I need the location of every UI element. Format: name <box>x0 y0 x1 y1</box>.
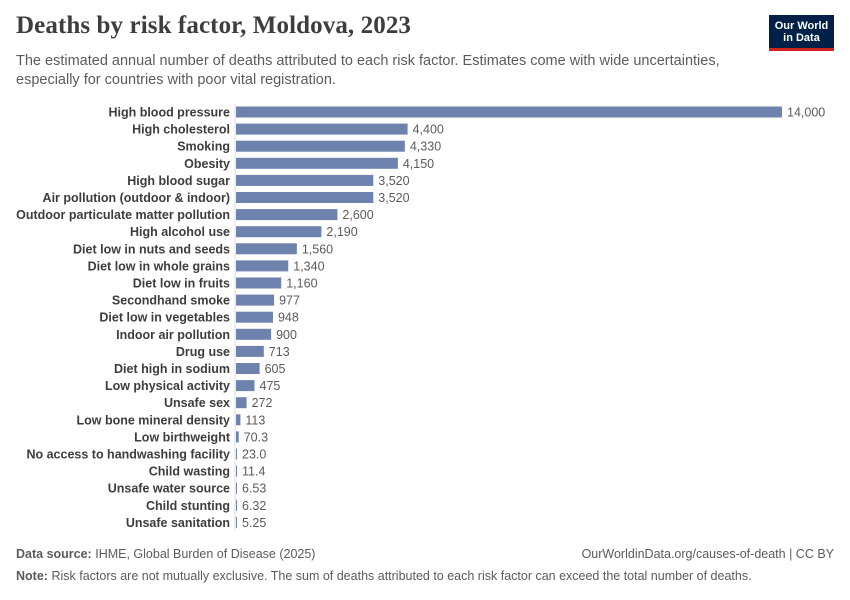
value-label: 605 <box>265 362 286 376</box>
category-label: Outdoor particulate matter pollution <box>16 208 230 222</box>
category-label: High blood sugar <box>127 174 230 188</box>
value-label: 6.53 <box>242 482 266 496</box>
bar[interactable] <box>236 311 273 323</box>
category-label: Unsafe water source <box>108 482 230 496</box>
value-label: 6.32 <box>242 499 266 513</box>
category-label: Child wasting <box>149 465 230 479</box>
chart-subtitle: The estimated annual number of deaths at… <box>16 53 720 88</box>
bar[interactable] <box>236 380 255 392</box>
value-label: 5.25 <box>242 516 266 530</box>
category-label: High blood pressure <box>108 106 230 120</box>
category-label: Diet low in whole grains <box>88 259 230 273</box>
logo-line-2: in Data <box>783 32 820 44</box>
category-label: Diet low in nuts and seeds <box>73 242 230 256</box>
value-label: 1,160 <box>286 277 317 291</box>
source-label: Data source: <box>16 547 92 561</box>
value-label: 272 <box>252 396 273 410</box>
value-label: 900 <box>276 328 297 342</box>
footer-url[interactable]: OurWorldinData.org/causes-of-death | CC … <box>581 547 834 561</box>
bar[interactable] <box>236 516 237 528</box>
category-label: Smoking <box>177 140 230 154</box>
value-label: 2,600 <box>342 208 373 222</box>
bar[interactable] <box>236 123 408 135</box>
value-label: 1,340 <box>293 259 324 273</box>
logo-line-1: Our World <box>774 20 829 32</box>
chart-title: Deaths by risk factor, Moldova, 2023 <box>16 12 412 39</box>
bar-chart: High blood pressure 14,000 High cholestero… <box>16 104 825 531</box>
category-label: Diet low in vegetables <box>99 311 230 325</box>
category-label: Drug use <box>176 345 230 359</box>
category-label: High alcohol use <box>130 225 230 239</box>
category-label: Low bone mineral density <box>77 413 231 427</box>
value-label: 1,560 <box>302 242 333 256</box>
source-text[interactable]: IHME, Global Burden of Disease (2025) <box>95 547 316 561</box>
value-label: 4,330 <box>410 140 441 154</box>
value-label: 70.3 <box>244 430 268 444</box>
category-label: Diet low in fruits <box>133 277 230 291</box>
bar[interactable] <box>236 397 247 409</box>
bar[interactable] <box>236 499 237 511</box>
category-label: Unsafe sex <box>164 396 230 410</box>
bar[interactable] <box>236 209 338 221</box>
bar[interactable] <box>236 226 322 238</box>
owid-logo[interactable]: Our World in Data <box>769 15 834 51</box>
value-label: 23.0 <box>242 448 266 462</box>
bar[interactable] <box>236 345 264 357</box>
value-label: 713 <box>269 345 290 359</box>
bar[interactable] <box>236 465 237 477</box>
category-label: Child stunting <box>146 499 230 513</box>
value-label: 475 <box>260 379 281 393</box>
value-label: 977 <box>279 294 300 308</box>
bar[interactable] <box>236 157 398 169</box>
category-label: Unsafe sanitation <box>126 516 230 530</box>
value-label: 4,150 <box>403 157 434 171</box>
bar[interactable] <box>236 431 239 443</box>
bar[interactable] <box>236 192 374 203</box>
note-text: Risk factors are not mutually exclusive.… <box>51 569 752 583</box>
category-label: Secondhand smoke <box>112 294 230 308</box>
bar[interactable] <box>236 414 241 426</box>
value-label: 11.4 <box>242 465 265 479</box>
category-label: Air pollution (outdoor & indoor) <box>43 191 230 205</box>
bar[interactable] <box>236 448 237 460</box>
category-label: High cholesterol <box>132 123 230 137</box>
category-label: Indoor air pollution <box>116 328 230 342</box>
bar[interactable] <box>236 277 282 289</box>
footer-note: Note: Risk factors are not mutually excl… <box>16 569 752 583</box>
footer-source-row: Data source: IHME, Global Burden of Dise… <box>16 547 834 561</box>
value-label: 2,190 <box>326 225 357 239</box>
value-label: 4,400 <box>413 123 444 137</box>
bar[interactable] <box>236 363 260 374</box>
bar[interactable] <box>236 260 289 272</box>
category-label: Obesity <box>184 157 230 171</box>
value-label: 3,520 <box>378 191 409 205</box>
bar[interactable] <box>236 294 275 306</box>
category-label: Low birthweight <box>134 430 231 444</box>
bar[interactable] <box>236 482 237 494</box>
bar[interactable] <box>236 328 272 340</box>
category-label: Diet high in sodium <box>114 362 230 376</box>
value-label: 948 <box>278 311 299 325</box>
value-label: 14,000 <box>787 106 825 120</box>
value-label: 113 <box>245 413 265 427</box>
value-label: 3,520 <box>378 174 409 188</box>
category-label: No access to handwashing facility <box>26 448 230 462</box>
category-label: Low physical activity <box>105 379 230 393</box>
bar[interactable] <box>236 106 782 118</box>
bar[interactable] <box>236 174 374 186</box>
bar[interactable] <box>236 140 405 152</box>
note-label: Note: <box>16 569 48 583</box>
bar[interactable] <box>236 243 297 255</box>
